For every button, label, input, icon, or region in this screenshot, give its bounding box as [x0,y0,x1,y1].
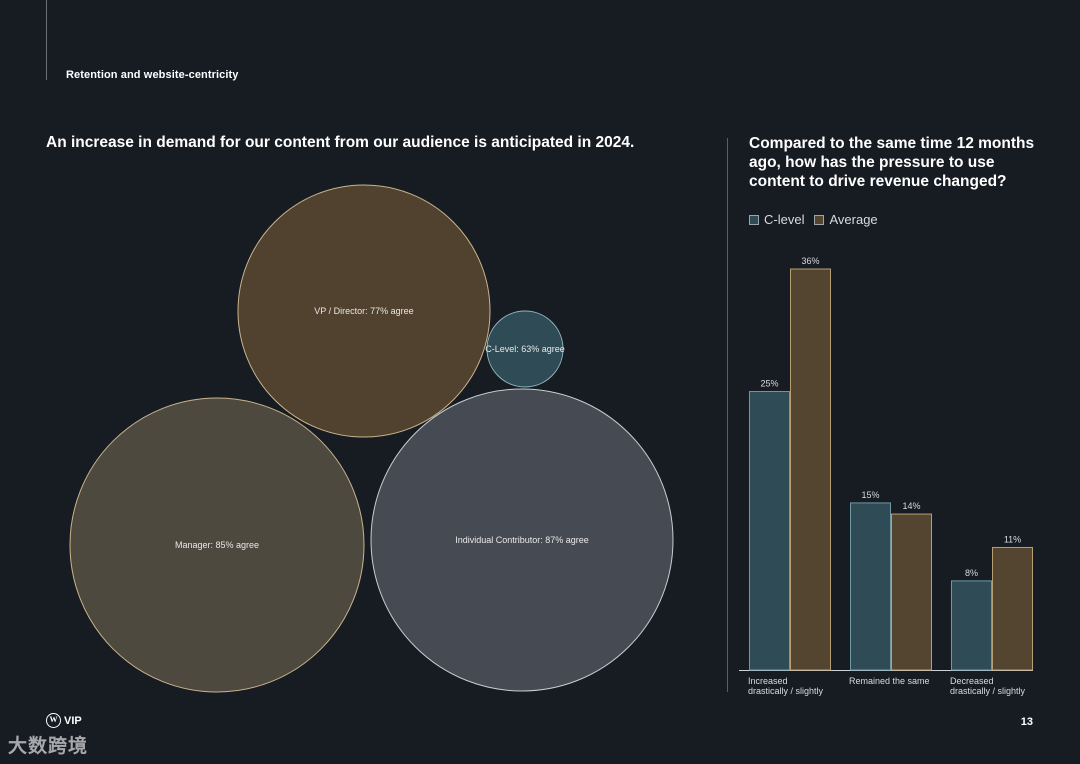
category-label-increased-drastically-slightly: Increased drastically / slightly [748,676,824,696]
bubble-c-level [486,310,564,388]
bubble-vp-director [237,184,491,438]
wordpress-icon: W [46,713,61,728]
bar-chart-legend: C-level Average [749,212,878,227]
bar-average-remained-the-same [891,513,932,671]
data-label-c-level-increased-drastically-slightly: 25% [760,379,778,389]
legend-item-average: Average [814,212,878,227]
vip-logo: W VIP [46,713,82,728]
legend-swatch-c-level [749,214,759,225]
bubble-label-c-level: C-Level: 63% agree [485,344,565,354]
data-label-average-remained-the-same: 14% [902,501,920,511]
category-label-decreased-drastically-slightly: Decreased drastically / slightly [950,676,1026,696]
data-label-average-decreased-drastically-slightly: 11% [1004,534,1021,544]
bubble-chart-heading: An increase in demand for our content fr… [46,134,635,151]
bubble-label-vp-director: VP / Director: 77% agree [314,306,413,316]
logo-text: VIP [64,714,82,727]
data-label-average-increased-drastically-slightly: 36% [801,256,819,266]
column-divider [727,138,728,692]
legend-label-c-level: C-level [764,212,805,227]
bar-average-increased-drastically-slightly [790,268,831,671]
section-title: Retention and website-centricity [66,69,239,81]
legend-label-average: Average [829,212,878,227]
bar-c-level-increased-drastically-slightly [749,391,790,671]
legend-item-c-level: C-level [749,212,804,227]
bar-c-level-decreased-drastically-slightly [951,580,992,671]
bubble-individual-contributor [370,388,674,692]
category-label-remained-the-same: Remained the same [849,676,930,686]
bubble-manager [69,397,365,693]
data-label-c-level-decreased-drastically-slightly: 8% [965,568,978,578]
watermark: 大数跨境 [8,736,89,757]
bubble-label-manager: Manager: 85% agree [175,540,259,550]
top-vertical-rule [46,0,47,80]
bubble-label-individual-contributor: Individual Contributor: 87% agree [455,535,589,545]
bar-average-decreased-drastically-slightly [992,546,1033,671]
legend-swatch-average [814,214,825,225]
page-number: 13 [1020,716,1033,728]
bar-c-level-remained-the-same [850,502,891,671]
bar-chart-heading: Compared to the same time 12 months ago,… [749,135,1035,190]
data-label-c-level-remained-the-same: 15% [861,490,879,500]
